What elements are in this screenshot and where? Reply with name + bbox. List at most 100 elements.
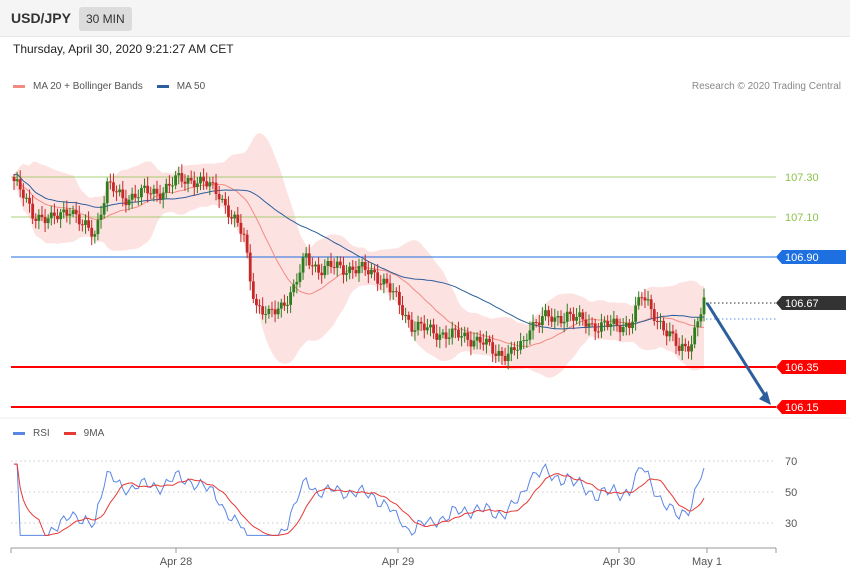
candle-body [124,198,128,206]
candle-body [513,347,516,351]
candle-body [168,183,171,186]
candle-body [665,330,669,337]
candle-body [90,227,94,237]
candle-body [161,192,165,200]
ma50-swatch [156,85,169,88]
candle-body [531,322,535,331]
forecast-arrow-shaft [705,302,768,398]
candle-body [342,265,345,275]
candle-body [360,262,364,267]
level-tag-106-90 [776,250,846,264]
candle-body [199,176,202,184]
candle-body [432,324,435,334]
candle-body [494,353,498,356]
candle-body [683,343,687,347]
candle-body [544,310,547,317]
price-legend: MA 20 + Bollinger Bands MA 50 [13,81,219,92]
candle-body [631,321,634,329]
candle-body [186,177,190,184]
candle-body [18,179,22,190]
candle-body [40,214,44,218]
candle-body [677,345,681,351]
candle-body [105,181,109,204]
candle-body [609,323,613,328]
candle-body [391,291,395,293]
candle-body [413,330,417,332]
candle-body [87,220,90,228]
candle-body [475,336,479,341]
candle-body [149,193,153,195]
level-label-106-35: 106.35 [785,362,819,374]
candle-body [298,272,302,282]
candle-body [441,332,445,335]
candle-body [112,182,115,192]
rsi-tick-30: 30 [785,518,797,530]
candle-body [102,203,106,215]
candle-body [136,197,140,199]
forecast-arrow-head [759,391,771,405]
candle-body [534,322,538,324]
candle-body [214,182,218,194]
candle-body [516,349,519,351]
candle-body [565,311,569,322]
candle-body [261,306,265,315]
candle-body [618,325,622,333]
instrument-title: USD/JPY [11,10,71,26]
candle-body [189,177,193,181]
rsi-legend: RSI 9MA [13,428,118,439]
candle-body [118,189,122,193]
candle-body [202,176,205,182]
candle-body [236,214,240,223]
candle-body [497,350,501,356]
candle-body [59,212,63,220]
candle-body [227,205,230,218]
candle-body [600,322,603,332]
rsi-ma-swatch [63,432,76,435]
candle-body [77,214,81,225]
candle-body [401,305,404,316]
candle-body [62,209,66,213]
candle-body [503,355,507,362]
candle-body [12,177,16,181]
timeframe-button[interactable]: 30 MIN [79,7,132,31]
candle-body [637,297,641,306]
candle-body [687,346,690,352]
candle-body [34,218,38,221]
candle-body [525,339,529,341]
candle-body [435,333,439,340]
header-bar: USD/JPY 30 MIN [0,0,850,37]
candle-body [696,321,700,328]
candle-body [485,338,488,345]
candle-body [155,188,159,194]
candle-body [28,197,31,204]
candle-body [690,344,693,352]
level-label-107-30: 107.30 [785,172,819,184]
candle-body [646,299,650,301]
candle-body [587,323,591,327]
candle-body [171,185,174,187]
candle-body [519,341,523,350]
candle-body [174,175,178,186]
candle-body [37,214,41,221]
candle-body [273,309,277,315]
candle-body [447,337,451,339]
candle-body [267,308,271,315]
candle-body [404,314,408,316]
x-tick-label: Apr 30 [603,556,635,568]
rsi-ma-legend-label: 9MA [83,428,105,439]
rsi-line [14,463,705,536]
candle-body [217,193,221,200]
candle-body [208,182,212,187]
candle-body [242,233,246,235]
candle-body [550,316,554,322]
candle-body [177,173,181,176]
candle-body [596,331,600,333]
candle-body [314,264,317,267]
rsi-ma-line [14,463,705,536]
candle-body [450,328,454,338]
candle-body [398,291,401,306]
candle-body [366,270,370,275]
candle-body [370,269,373,275]
candle-body [624,322,628,327]
bollinger-band [14,133,704,378]
